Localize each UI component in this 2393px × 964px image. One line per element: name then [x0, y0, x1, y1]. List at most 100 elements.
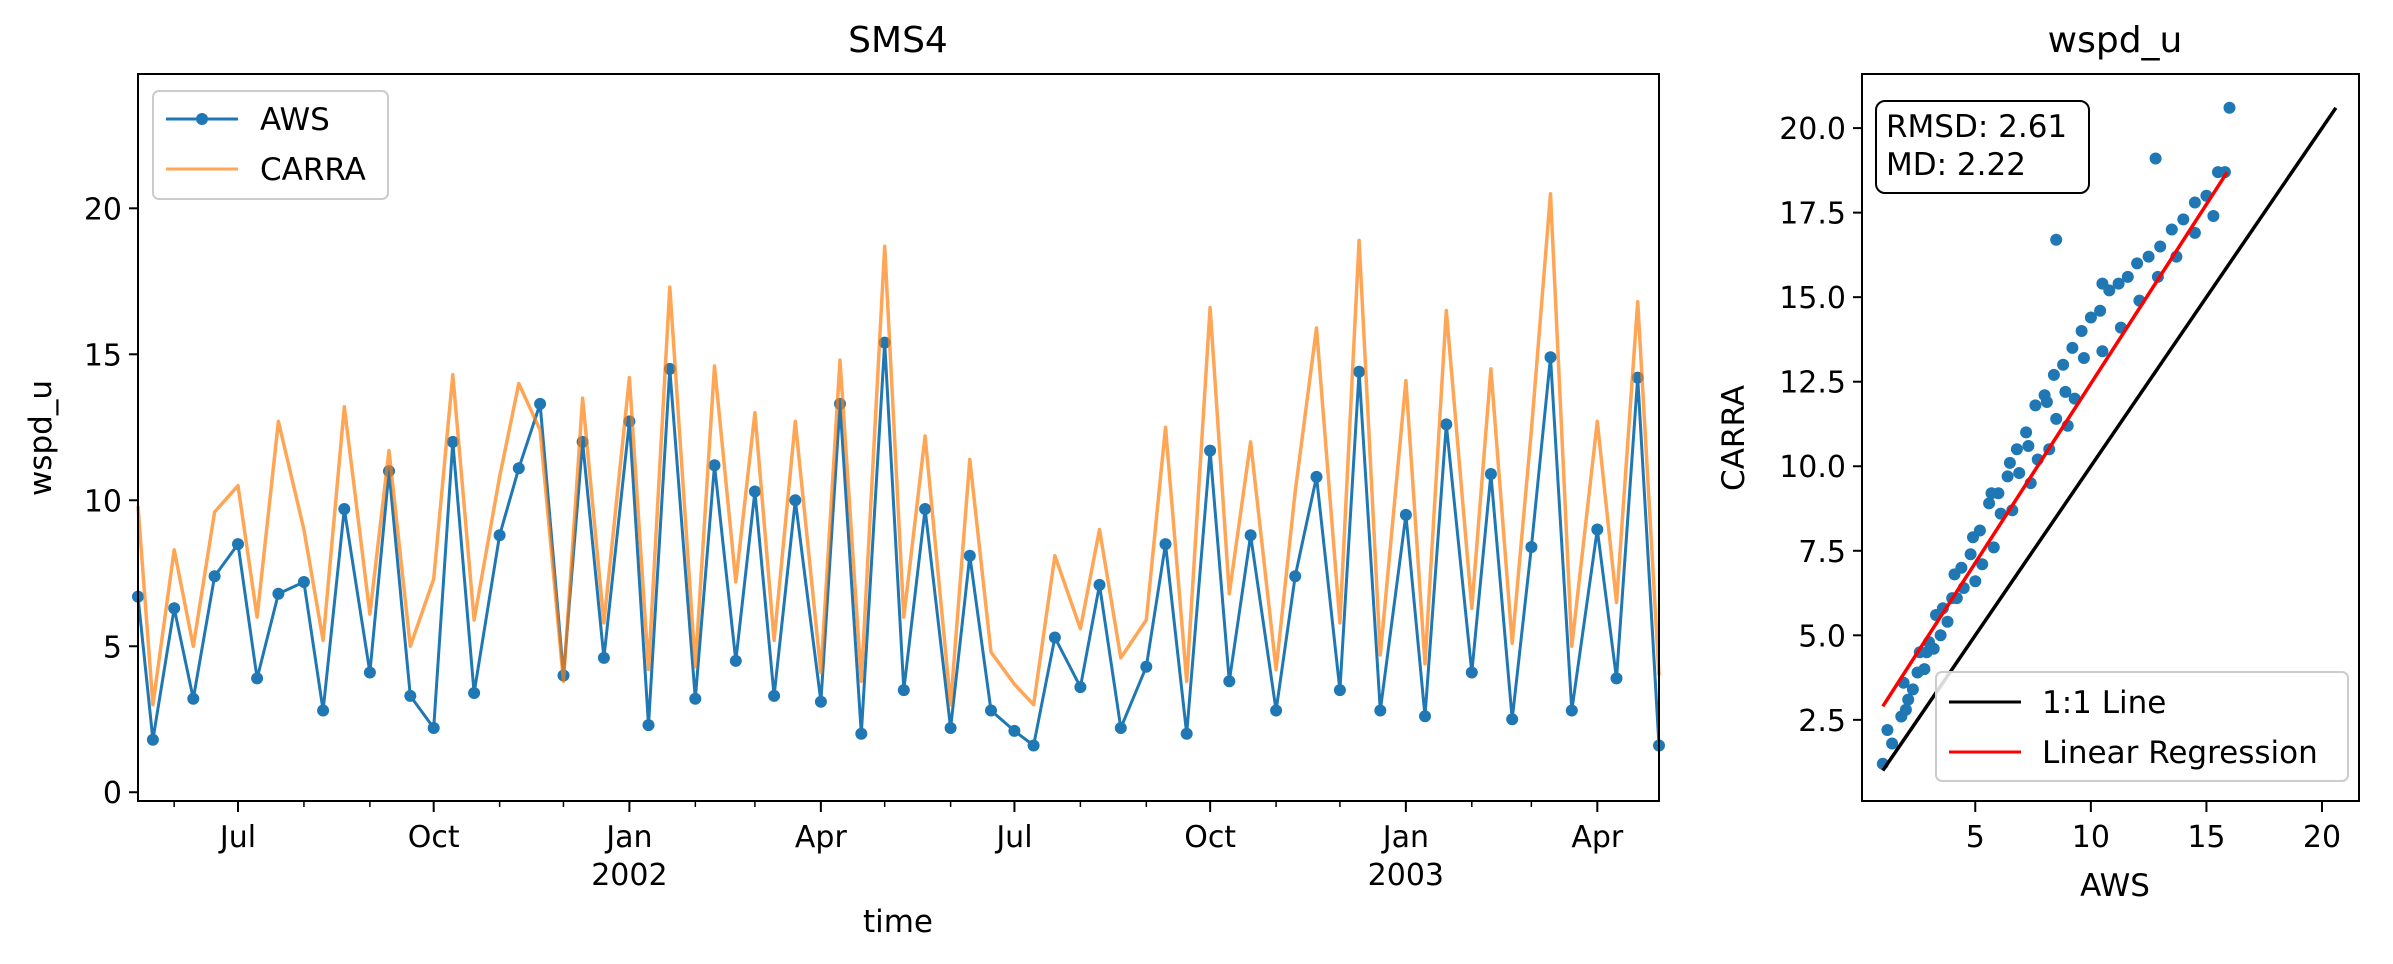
data-point-aws: [534, 397, 547, 410]
data-point-aws: [1027, 739, 1040, 752]
scatter-points: [1876, 101, 2236, 770]
x-tick-label: Oct: [1184, 820, 1236, 855]
data-point-aws: [1333, 684, 1346, 697]
scatter-point: [1967, 531, 1979, 544]
x-tick-label: Jan: [604, 820, 652, 855]
legend-label-aws: AWS: [260, 102, 330, 138]
scatter-point: [2142, 250, 2155, 263]
scatter-point: [2094, 304, 2107, 317]
data-point-aws: [446, 435, 459, 448]
data-point-aws: [493, 529, 506, 542]
scatter-point: [2084, 311, 2097, 324]
data-point-aws: [1140, 660, 1153, 673]
scatter-point: [2022, 440, 2035, 452]
scatter-point: [1964, 548, 1977, 561]
data-point-aws: [814, 695, 827, 708]
scatter-point: [2077, 352, 2090, 364]
scatter-point: [2059, 385, 2072, 398]
y-tick-label: 7.5: [1798, 535, 1846, 570]
scatter-point: [2066, 341, 2079, 354]
data-point-aws: [1544, 351, 1557, 364]
data-point-aws: [1610, 672, 1623, 685]
data-point-aws: [878, 336, 891, 349]
scatter-point: [2013, 467, 2026, 479]
scatter-panel: wspd_u 2.5 5.0 7.5 10.0 12.5 15.0 17.5 20.0 5 10…: [1716, 20, 2360, 904]
series-layer: [132, 191, 1665, 752]
scatter-point: [2112, 277, 2125, 290]
x-tick-label: 5: [1966, 820, 1985, 855]
scatter-point: [2003, 456, 2016, 469]
data-point-aws: [944, 722, 957, 734]
data-point-aws: [1114, 722, 1127, 734]
x-tick-label: 20: [2303, 820, 2341, 855]
legend-left: AWS CARRA: [152, 90, 389, 200]
x-tick-label: Apr: [1571, 820, 1624, 855]
legend-marker-aws: [196, 113, 208, 125]
scatter-point: [2050, 412, 2063, 425]
x-tick-year-label: 2003: [1368, 858, 1444, 893]
scatter-point: [2223, 101, 2236, 114]
scatter-point: [2075, 325, 2088, 337]
x-tick-label: 15: [2187, 820, 2225, 855]
scatter-point: [2050, 233, 2063, 246]
scatter-point: [1976, 558, 1989, 571]
stats-md: MD: 2.22: [1886, 147, 2026, 183]
data-point-aws: [317, 704, 330, 717]
y-tick-label: 12.5: [1779, 366, 1846, 401]
scatter-point: [1906, 683, 1919, 696]
data-point-aws: [1440, 418, 1453, 431]
plot-frame-right: [1861, 73, 2360, 802]
data-point-aws: [1525, 541, 1538, 553]
data-point-aws: [1484, 468, 1497, 480]
x-axis-label-left: time: [863, 904, 933, 940]
scatter-point: [2149, 152, 2162, 165]
data-point-aws: [1093, 578, 1106, 591]
y-tick-label: 5.0: [1798, 619, 1846, 654]
data-point-aws: [919, 503, 932, 515]
scatter-point: [1987, 541, 2000, 554]
scatter-point: [1934, 629, 1947, 642]
data-point-aws: [1419, 710, 1431, 723]
x-axis-ticks-right: 5 10 15 20: [1966, 801, 2341, 855]
scatter-point: [1881, 724, 1894, 736]
scatter-point: [1902, 693, 1915, 706]
x-tick-label: Apr: [795, 820, 848, 855]
data-point-aws: [512, 462, 525, 475]
stats-box: RMSD: 2.61 MD: 2.22: [1875, 100, 2090, 194]
data-point-aws: [297, 576, 310, 588]
y-axis-label-right: CARRA: [1716, 385, 1752, 491]
data-point-aws: [963, 549, 976, 562]
data-point-aws: [1204, 444, 1217, 457]
data-point-aws: [168, 602, 181, 615]
scatter-point: [2121, 270, 2134, 283]
y-tick-label: 20: [84, 192, 122, 227]
scatter-point: [2096, 345, 2109, 358]
y-axis-label-left: wspd_u: [23, 380, 59, 496]
scatter-point: [2029, 399, 2042, 412]
data-point-aws: [789, 494, 802, 507]
y-tick-label: 15.0: [1779, 281, 1846, 316]
plot-frame-left: [137, 73, 1660, 802]
data-point-aws: [1399, 508, 1412, 521]
data-point-aws: [642, 719, 655, 732]
x-tick-label: Oct: [408, 820, 460, 855]
x-tick-year-label: 2002: [591, 858, 667, 893]
y-tick-label: 0: [103, 776, 122, 811]
y-tick-label: 5: [103, 630, 122, 665]
data-point-aws: [1180, 727, 1193, 740]
scatter-point: [2218, 166, 2231, 179]
regression-line: [1881, 171, 2229, 708]
scatter-point: [2096, 277, 2109, 290]
scatter-point: [1941, 615, 1954, 628]
data-point-aws: [146, 733, 159, 746]
data-point-aws: [748, 485, 761, 498]
scatter-point: [1985, 487, 1998, 500]
x-tick-label: 10: [2072, 820, 2110, 855]
data-point-aws: [1506, 713, 1519, 726]
scatter-point: [2154, 240, 2167, 253]
stats-rmsd: RMSD: 2.61: [1886, 109, 2067, 145]
x-tick-label: Jul: [994, 820, 1032, 855]
